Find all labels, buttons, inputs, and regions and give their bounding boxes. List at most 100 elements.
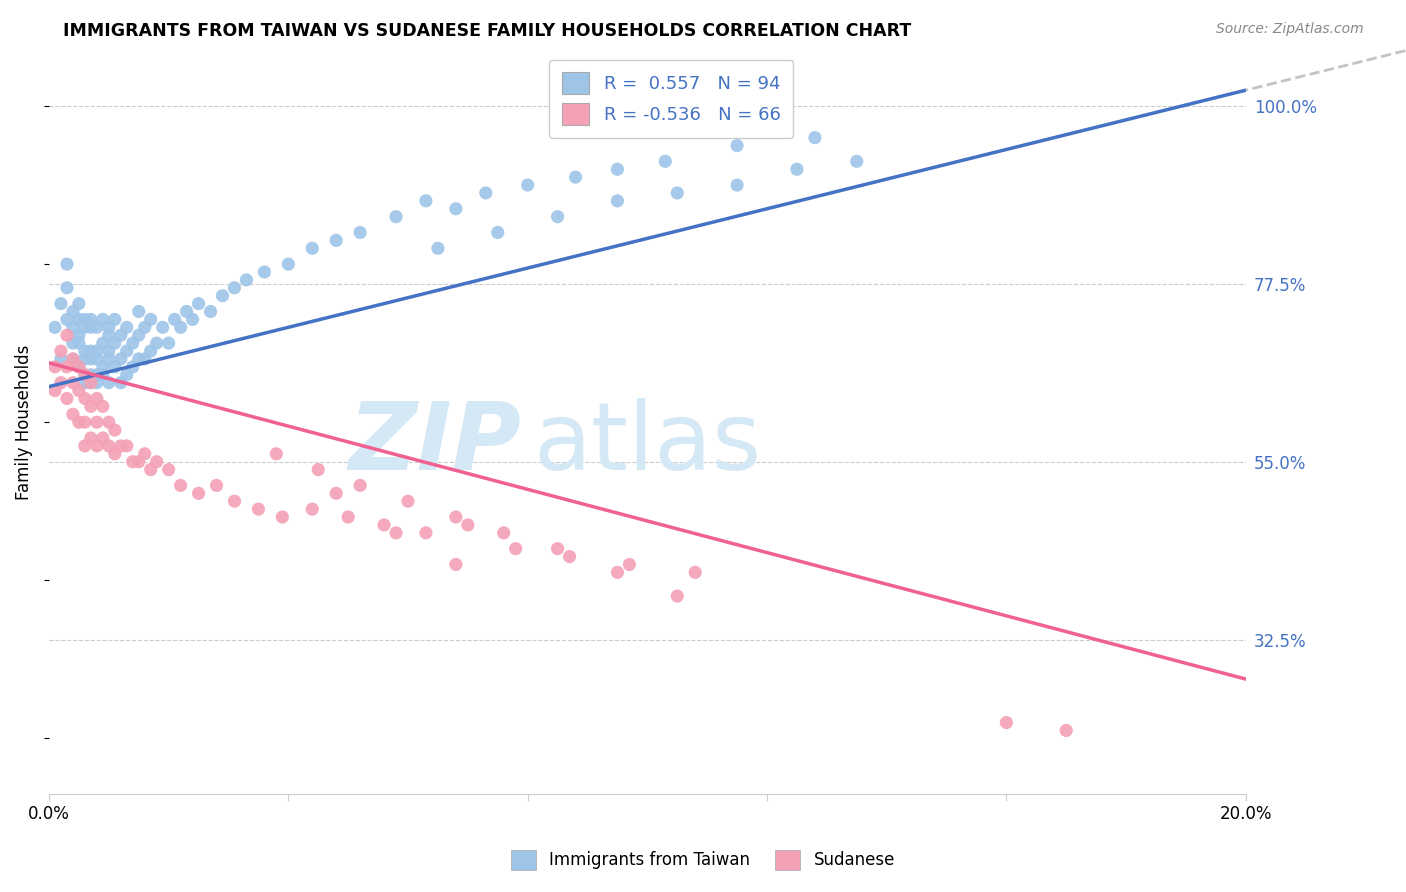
Point	[44, 384, 66, 398]
Point	[56, 312, 79, 326]
Point	[104, 447, 127, 461]
Point	[73, 439, 96, 453]
Point	[67, 312, 90, 326]
Point	[104, 312, 127, 326]
Point	[91, 359, 114, 374]
Point	[307, 462, 329, 476]
Point	[606, 194, 628, 208]
Point	[145, 455, 167, 469]
Point	[349, 226, 371, 240]
Point	[62, 351, 84, 366]
Point	[86, 351, 108, 366]
Point	[67, 359, 90, 374]
Point	[176, 304, 198, 318]
Point	[115, 439, 138, 453]
Point	[564, 170, 586, 185]
Point	[80, 431, 103, 445]
Point	[62, 304, 84, 318]
Point	[86, 392, 108, 406]
Point	[56, 359, 79, 374]
Point	[385, 210, 408, 224]
Y-axis label: Family Households: Family Households	[15, 344, 32, 500]
Point	[271, 510, 294, 524]
Point	[73, 351, 96, 366]
Point	[97, 439, 120, 453]
Point	[128, 351, 150, 366]
Point	[67, 328, 90, 343]
Point	[200, 304, 222, 318]
Point	[725, 178, 748, 192]
Point	[786, 162, 808, 177]
Point	[104, 423, 127, 437]
Point	[152, 320, 174, 334]
Point	[56, 281, 79, 295]
Point	[115, 320, 138, 334]
Legend: Immigrants from Taiwan, Sudanese: Immigrants from Taiwan, Sudanese	[505, 843, 901, 877]
Point	[67, 296, 90, 310]
Point	[224, 494, 246, 508]
Point	[91, 400, 114, 414]
Point	[845, 154, 868, 169]
Point	[44, 320, 66, 334]
Point	[181, 312, 204, 326]
Text: Source: ZipAtlas.com: Source: ZipAtlas.com	[1216, 22, 1364, 37]
Point	[73, 368, 96, 382]
Point	[444, 202, 467, 216]
Point	[49, 344, 72, 359]
Point	[247, 502, 270, 516]
Point	[67, 415, 90, 429]
Point	[110, 328, 132, 343]
Point	[62, 351, 84, 366]
Point	[558, 549, 581, 564]
Text: IMMIGRANTS FROM TAIWAN VS SUDANESE FAMILY HOUSEHOLDS CORRELATION CHART: IMMIGRANTS FROM TAIWAN VS SUDANESE FAMIL…	[63, 22, 911, 40]
Point	[128, 455, 150, 469]
Point	[62, 376, 84, 390]
Point	[415, 194, 437, 208]
Point	[121, 455, 143, 469]
Point	[187, 486, 209, 500]
Point	[80, 368, 103, 382]
Point	[995, 715, 1018, 730]
Point	[80, 320, 103, 334]
Point	[73, 392, 96, 406]
Point	[49, 351, 72, 366]
Point	[134, 447, 156, 461]
Point	[104, 336, 127, 351]
Point	[444, 558, 467, 572]
Point	[80, 344, 103, 359]
Point	[163, 312, 186, 326]
Point	[505, 541, 527, 556]
Point	[62, 407, 84, 421]
Point	[253, 265, 276, 279]
Point	[62, 320, 84, 334]
Point	[475, 186, 498, 200]
Point	[337, 510, 360, 524]
Point	[62, 336, 84, 351]
Point	[91, 312, 114, 326]
Point	[385, 525, 408, 540]
Point	[1054, 723, 1077, 738]
Point	[44, 359, 66, 374]
Point	[224, 281, 246, 295]
Point	[73, 415, 96, 429]
Point	[80, 312, 103, 326]
Point	[56, 328, 79, 343]
Point	[121, 336, 143, 351]
Point	[115, 368, 138, 382]
Point	[301, 241, 323, 255]
Point	[115, 344, 138, 359]
Point	[486, 226, 509, 240]
Point	[139, 312, 162, 326]
Point	[235, 273, 257, 287]
Point	[606, 162, 628, 177]
Point	[73, 376, 96, 390]
Point	[67, 336, 90, 351]
Point	[73, 368, 96, 382]
Point	[128, 328, 150, 343]
Point	[86, 439, 108, 453]
Point	[91, 368, 114, 382]
Point	[444, 510, 467, 524]
Point	[128, 304, 150, 318]
Point	[121, 359, 143, 374]
Point	[110, 439, 132, 453]
